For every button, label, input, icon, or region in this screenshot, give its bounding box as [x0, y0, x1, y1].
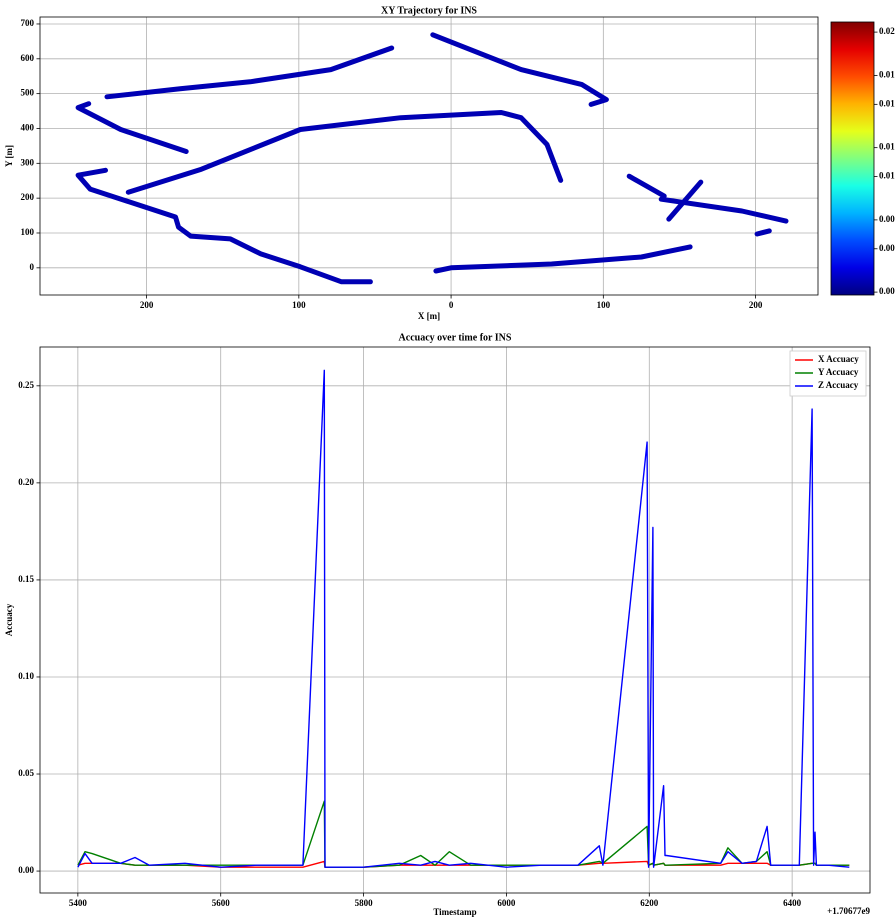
x-tick-label: 6000	[497, 898, 516, 908]
colorbar-tick-label: 0.005	[879, 243, 895, 253]
axes-frame	[39, 16, 819, 296]
x-tick-label: 100	[292, 300, 306, 310]
trajectory	[75, 32, 789, 285]
x-tick-label: 6400	[783, 898, 802, 908]
y-tick-label: 100	[21, 227, 35, 237]
y-tick-label: 600	[21, 53, 35, 63]
legend: X Accuacy Y Accuacy Z Accuacy	[789, 350, 867, 397]
y-tick-label: 0.15	[18, 574, 34, 584]
x-axis-label: Timestamp	[433, 907, 476, 917]
x-tick-label: 5400	[69, 898, 88, 908]
y-tick-label: 500	[21, 88, 35, 98]
x-tick-label: 5800	[355, 898, 374, 908]
x-tick-label: 100	[597, 300, 611, 310]
x-axis-label: X [m]	[418, 311, 440, 321]
colorbar-tick-label: 0.010	[879, 171, 895, 181]
y-tick-label: 700	[21, 18, 35, 28]
axes-frame	[39, 346, 871, 894]
legend-label: Y Accuacy	[818, 367, 859, 377]
colorbar-tick-label: 0.017	[879, 70, 895, 80]
y-tick-label: 0.25	[18, 380, 34, 390]
plot-area	[40, 347, 870, 893]
chart-title: XY Trajectory for INS	[381, 5, 477, 16]
chart-title: Accuacy over time for INS	[399, 332, 512, 343]
x-tick-label: 0	[449, 300, 454, 310]
x-tick-label: 200	[140, 300, 154, 310]
colorbar-tick-label: 0.007	[879, 214, 895, 224]
y-tick-label: 0.00	[18, 865, 34, 875]
y-axis-label: Y [m]	[4, 145, 14, 167]
y-tick-label: 0.10	[18, 671, 34, 681]
x-tick-label: 5600	[212, 898, 231, 908]
plot-lines	[77, 369, 850, 868]
y-tick-label: 400	[21, 123, 35, 133]
x-tick-label: 200	[749, 300, 763, 310]
series-line	[77, 369, 850, 868]
y-tick-label: 0.05	[18, 768, 34, 778]
legend-label: X Accuacy	[818, 354, 859, 364]
y-axis-label: Accuacy	[4, 603, 14, 636]
x-tick-label: 6200	[640, 898, 659, 908]
y-tick-label: 0.20	[18, 477, 34, 487]
colorbar-tick-label: 0.020	[879, 26, 895, 36]
colorbar-tick-label: 0.002	[879, 286, 895, 296]
legend-label: Z Accuacy	[818, 380, 859, 390]
y-tick-label: 0	[30, 262, 35, 272]
x-offset-label: +1.70677e9	[827, 906, 870, 916]
y-tick-label: 200	[21, 192, 35, 202]
colorbar-tick-label: 0.012	[879, 142, 895, 152]
y-tick-label: 300	[21, 157, 35, 167]
colorbar	[830, 21, 875, 296]
plot-lines	[75, 32, 789, 285]
colorbar-tick-label: 0.015	[879, 98, 895, 108]
